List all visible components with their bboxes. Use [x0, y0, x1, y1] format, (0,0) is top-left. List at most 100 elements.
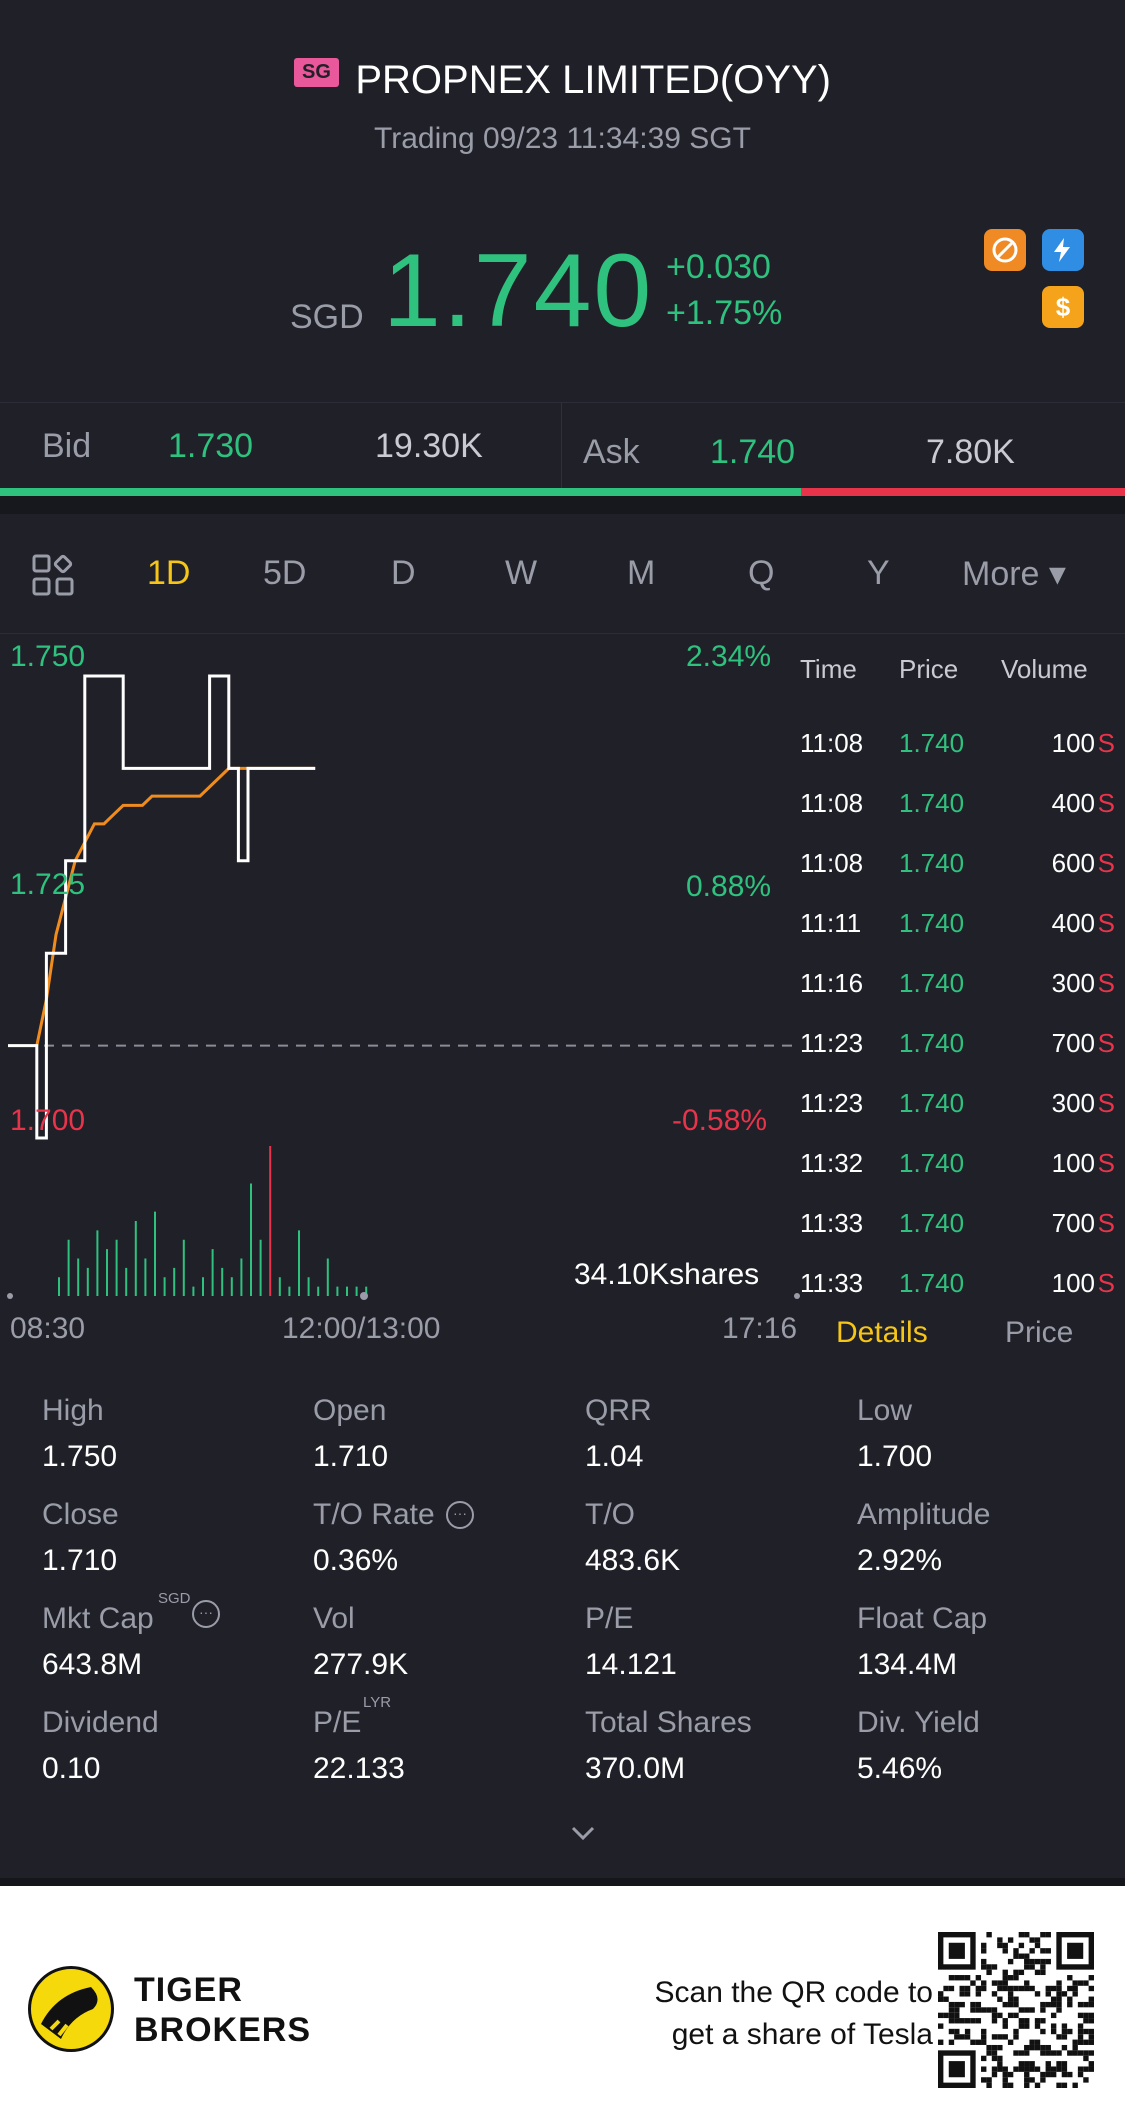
trade-time: 11:33: [800, 1268, 864, 1298]
volume-bar: [355, 1286, 358, 1296]
trades-header-price: Price: [899, 654, 959, 684]
trade-side: S: [1097, 728, 1115, 758]
ask-size: 7.80K: [926, 433, 1015, 471]
stat-value: 2.92%: [857, 1544, 943, 1577]
trade-volume: 300: [1051, 968, 1095, 998]
bid-label: Bid: [42, 427, 92, 465]
trade-volume: 300: [1051, 1088, 1095, 1118]
trade-row: 11:23 1.740 700 S: [790, 1028, 1125, 1088]
x-label-lunch: 12:00/13:00: [282, 1312, 441, 1345]
stat-label: P/E: [585, 1602, 634, 1635]
trade-price: 1.740: [899, 788, 965, 818]
stat-label: Close: [42, 1498, 119, 1531]
info-icon[interactable]: ···: [446, 1501, 474, 1529]
stat-label: Low: [857, 1394, 913, 1427]
expand-chevron-down-icon[interactable]: [568, 1818, 598, 1848]
stat-label: T/O Rate: [313, 1498, 435, 1531]
trade-side: S: [1097, 1028, 1115, 1058]
ask-price: 1.740: [710, 433, 796, 471]
trade-time: 11:33: [800, 1208, 864, 1238]
avg-price-line: [35, 766, 316, 1046]
trade-row: 11:16 1.740 300 S: [790, 968, 1125, 1028]
tiger-logo-icon: [28, 1966, 114, 2052]
bid-ask-divider: [561, 403, 562, 493]
tab-more[interactable]: More ▾: [962, 555, 1066, 593]
stat-qrr: QRR 1.04: [585, 1394, 845, 1474]
stat-label: QRR: [585, 1394, 652, 1427]
trade-price: 1.740: [899, 728, 965, 758]
trade-row: 11:08 1.740 100 S: [790, 728, 1125, 788]
stat-label: Amplitude: [857, 1498, 991, 1531]
stat-value: 1.710: [313, 1440, 389, 1473]
pct-label-bottom: -0.58%: [672, 1104, 768, 1137]
tab-q[interactable]: Q: [748, 554, 775, 592]
ask-label: Ask: [583, 433, 640, 471]
trading-status: Trading 09/23 11:34:39 SGT: [374, 122, 751, 155]
trade-volume: 100: [1051, 1148, 1095, 1178]
layout-grid-icon[interactable]: [32, 554, 74, 596]
price-change: +0.030 +1.75%: [666, 244, 782, 336]
volume-bar: [86, 1267, 89, 1296]
lightning-icon[interactable]: [1042, 229, 1084, 271]
promo-text: Scan the QR code to get a share of Tesla: [655, 1972, 934, 2056]
stat-label: Mkt Cap: [42, 1602, 154, 1635]
tab-w[interactable]: W: [505, 554, 538, 592]
pct-label-mid: 0.88%: [686, 870, 772, 903]
info-icon[interactable]: ···: [192, 1600, 220, 1628]
tab-d[interactable]: D: [391, 554, 416, 592]
volume-total: 34.10Kshares: [574, 1258, 760, 1291]
tab-1d[interactable]: 1D: [147, 554, 191, 592]
trade-volume: 100: [1051, 1268, 1095, 1298]
y-label-bottom: 1.700: [10, 1104, 86, 1137]
axis-dot-end: [794, 1293, 800, 1299]
trade-price: 1.740: [899, 1208, 965, 1238]
volume-bar: [173, 1267, 176, 1296]
tab-m[interactable]: M: [627, 554, 656, 592]
bid-ask-bar: Bid 1.730 19.30K Ask 1.740 7.80K: [0, 402, 1125, 493]
volume-bar: [77, 1258, 80, 1296]
volume-bar: [298, 1230, 300, 1296]
brand-line-2: BROKERS: [134, 2011, 312, 2049]
volume-bar: [288, 1286, 291, 1296]
tab-price[interactable]: Price: [1005, 1316, 1074, 1349]
bid-price: 1.730: [168, 427, 254, 465]
trade-price: 1.740: [899, 848, 965, 878]
stock-title: PROPNEX LIMITED(OYY): [355, 58, 831, 102]
bid-size: 19.30K: [375, 427, 483, 465]
bid-ratio-bar: [0, 488, 801, 496]
tab-y[interactable]: Y: [867, 554, 890, 592]
volume-bar: [192, 1286, 195, 1296]
trade-volume: 100: [1051, 728, 1095, 758]
volume-bar: [67, 1239, 70, 1296]
volume-bar: [307, 1277, 310, 1296]
stat-label: Float Cap: [857, 1602, 988, 1635]
stat-value: 22.133: [313, 1752, 405, 1785]
volume-bar: [211, 1249, 214, 1296]
tab-5d[interactable]: 5D: [263, 554, 307, 592]
dollar-icon[interactable]: $: [1042, 286, 1084, 328]
market-badge: SG: [294, 58, 339, 87]
trade-side: S: [1097, 1088, 1115, 1118]
volume-bar: [336, 1286, 339, 1296]
volume-bar: [134, 1221, 137, 1296]
stat-label: P/E: [313, 1706, 362, 1739]
brand-name: TIGER BROKERS: [134, 1970, 311, 2050]
intraday-chart[interactable]: 1.750 1.725 1.700 2.34% 0.88% -0.58% 34.…: [0, 634, 800, 1334]
stat-float-cap: Float Cap 134.4M: [857, 1602, 1117, 1682]
stat-div-yield: Div. Yield 5.46%: [857, 1706, 1117, 1786]
stat-label: Dividend: [42, 1706, 159, 1739]
trade-price: 1.740: [899, 1148, 965, 1178]
qr-code-icon[interactable]: [938, 1932, 1094, 2088]
volume-bar: [269, 1146, 272, 1296]
stat-total-shares: Total Shares 370.0M: [585, 1706, 845, 1786]
stat-value: 483.6K: [585, 1544, 681, 1577]
change-abs: +0.030: [666, 248, 771, 286]
trade-time: 11:08: [800, 728, 864, 758]
stat-value: 1.700: [857, 1440, 933, 1473]
volume-bar: [326, 1258, 329, 1296]
currency: SGD: [290, 298, 364, 336]
volume-bar: [96, 1230, 99, 1296]
volume-bar: [125, 1267, 128, 1296]
tab-details[interactable]: Details: [836, 1316, 928, 1349]
no-short-icon[interactable]: [984, 229, 1026, 271]
